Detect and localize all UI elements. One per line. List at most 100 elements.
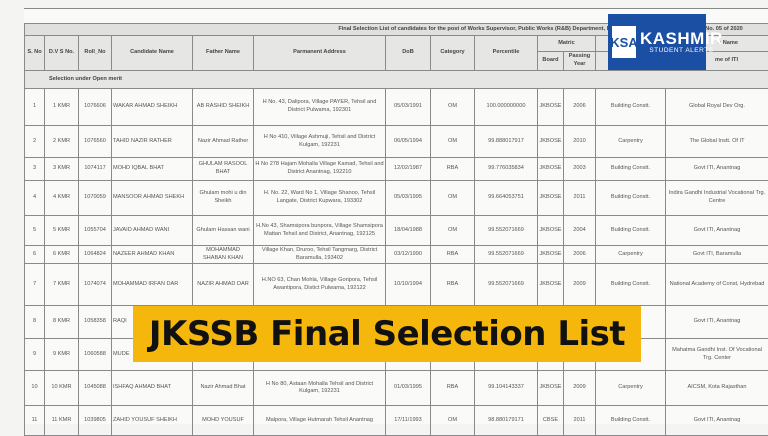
cell-father: MOHAMMAD SHABAN KHAN [193, 246, 254, 264]
cell-cat: OM [431, 89, 475, 126]
cell-address: H No 410, Village Ashmuji, Tehsil and Di… [254, 126, 386, 158]
cell-sno: 10 [25, 371, 45, 406]
cell-inst: AICSM, Kota Rajasthan [666, 371, 768, 406]
cell-year: 2003 [564, 158, 596, 181]
cell-dob: 05/03/1991 [386, 89, 431, 126]
cell-roll: 1070059 [79, 181, 112, 216]
cell-sno: 8 [25, 306, 45, 339]
cell-dob: 03/12/1990 [386, 246, 431, 264]
cell-name: MOHAMMAD IRFAN DAR [112, 264, 193, 306]
cell-roll: 1039805 [79, 406, 112, 436]
cell-father: Nazir Ahmad Bhat [193, 371, 254, 406]
cell-pct: 99.664053751 [475, 181, 538, 216]
header-dvs: D.V S No. [45, 36, 79, 71]
cell-year: 2011 [564, 181, 596, 216]
selection-table: Final Selection List of candidates for t… [24, 23, 768, 436]
cell-sno: 9 [25, 339, 45, 371]
cell-trade: Carpentry [596, 371, 666, 406]
cell-address: H.NO 63, Chan Mohla, Village Goripora, T… [254, 264, 386, 306]
cell-dvs: 4 KMR [45, 181, 79, 216]
cell-father: MOHD YOUSUF [193, 406, 254, 436]
cell-roll: 1064824 [79, 246, 112, 264]
cell-address: H.No 43, Shamsipora bunpora, Village Sha… [254, 216, 386, 246]
cell-sno: 5 [25, 216, 45, 246]
cell-dob: 10/10/1994 [386, 264, 431, 306]
cell-father: GHULAM RASOOL BHAT [193, 158, 254, 181]
header-matric: Matric [538, 36, 596, 52]
cell-pct: 99.552071669 [475, 264, 538, 306]
cell-name: ZAHID YOUSUF SHEIKH [112, 406, 193, 436]
cell-inst: Govt ITI, Anantnag [666, 406, 768, 436]
cell-name: WAKAR AHMAD SHEIKH [112, 89, 193, 126]
cell-roll: 1076606 [79, 89, 112, 126]
cell-inst: The Global Instt. Of IT [666, 126, 768, 158]
cell-year: 2004 [564, 216, 596, 246]
cell-trade: Building Constt. [596, 158, 666, 181]
cell-dvs: 5 KMR [45, 216, 79, 246]
cell-dvs: 8 KMR [45, 306, 79, 339]
header-year: Passing Year [564, 52, 596, 71]
cell-dvs: 9 KMR [45, 339, 79, 371]
cell-roll: 1074117 [79, 158, 112, 181]
cell-father: Nazir Ahmad Rather [193, 126, 254, 158]
cell-inst: National Academy of Const, Hydrebad [666, 264, 768, 306]
cell-name: MOHD IQBAL BHAT [112, 158, 193, 181]
cell-dob: 05/03/1995 [386, 181, 431, 216]
cell-pct: 98.880179171 [475, 406, 538, 436]
cell-trade: Building Constt. [596, 181, 666, 216]
cell-sno: 6 [25, 246, 45, 264]
cell-address: H. No. 22, Ward No 1, Village Shanoo, Te… [254, 181, 386, 216]
cell-trade: Carpentry [596, 246, 666, 264]
cell-year: 2006 [564, 89, 596, 126]
cell-dob: 17/11/1993 [386, 406, 431, 436]
cell-name: NAZEER AHMAD KHAN [112, 246, 193, 264]
cell-trade: Building Constt. [596, 406, 666, 436]
logo-badge: KSA [612, 26, 636, 58]
cell-inst: Govt ITI, Anantnag [666, 216, 768, 246]
cell-inst: Govt ITI, Anantnag [666, 306, 768, 339]
cell-roll: 1058358 [79, 306, 112, 339]
cell-roll: 1045088 [79, 371, 112, 406]
cell-name: TAHID NAZIR RATHER [112, 126, 193, 158]
cell-pct: 99.552071669 [475, 246, 538, 264]
cell-year: 2009 [564, 264, 596, 306]
cell-inst: Mahatma Gandhi Inst. Of Vocational Trg. … [666, 339, 768, 371]
header-name: Candidate Name [112, 36, 193, 71]
header-roll: Roll_No [79, 36, 112, 71]
cell-pct: 99.104143337 [475, 371, 538, 406]
cell-address: H No 278 Hajam Mohalla Village Kamad, Te… [254, 158, 386, 181]
cell-father: Ghulam mohi u din Sheikh [193, 181, 254, 216]
cell-board: JKBOSE [538, 264, 564, 306]
cell-dvs: 3 KMR [45, 158, 79, 181]
cell-inst: Govt ITI, Baramulla [666, 246, 768, 264]
cell-year: 2010 [564, 126, 596, 158]
header-category: Category [431, 36, 475, 71]
cell-dob: 18/04/1988 [386, 216, 431, 246]
header-dob: DoB [386, 36, 431, 71]
cell-dvs: 1 KMR [45, 89, 79, 126]
cell-board: JKBOSE [538, 216, 564, 246]
cell-roll: 1055704 [79, 216, 112, 246]
document-title: Final Selection List of candidates for t… [25, 24, 666, 36]
header-percentile: Percentile [475, 36, 538, 71]
cell-board: JKBOSE [538, 181, 564, 216]
cell-year: 2009 [564, 371, 596, 406]
cell-board: JKBOSE [538, 246, 564, 264]
cell-inst: Govt ITI, Anantnag [666, 158, 768, 181]
cell-address: H No. 43, Dalipora, Village PAYER, Tehsi… [254, 89, 386, 126]
cell-cat: OM [431, 406, 475, 436]
logo-tagline: STUDENT ALERTS [640, 47, 723, 54]
cell-year: 2006 [564, 246, 596, 264]
cell-dvs: 7 KMR [45, 264, 79, 306]
cell-board: CBSE [538, 406, 564, 436]
cell-roll: 1060588 [79, 339, 112, 371]
cell-father: Ghulam Hassan wani [193, 216, 254, 246]
cell-name: MANSOOR AHMAD SHEKH [112, 181, 193, 216]
cell-cat: RBA [431, 246, 475, 264]
